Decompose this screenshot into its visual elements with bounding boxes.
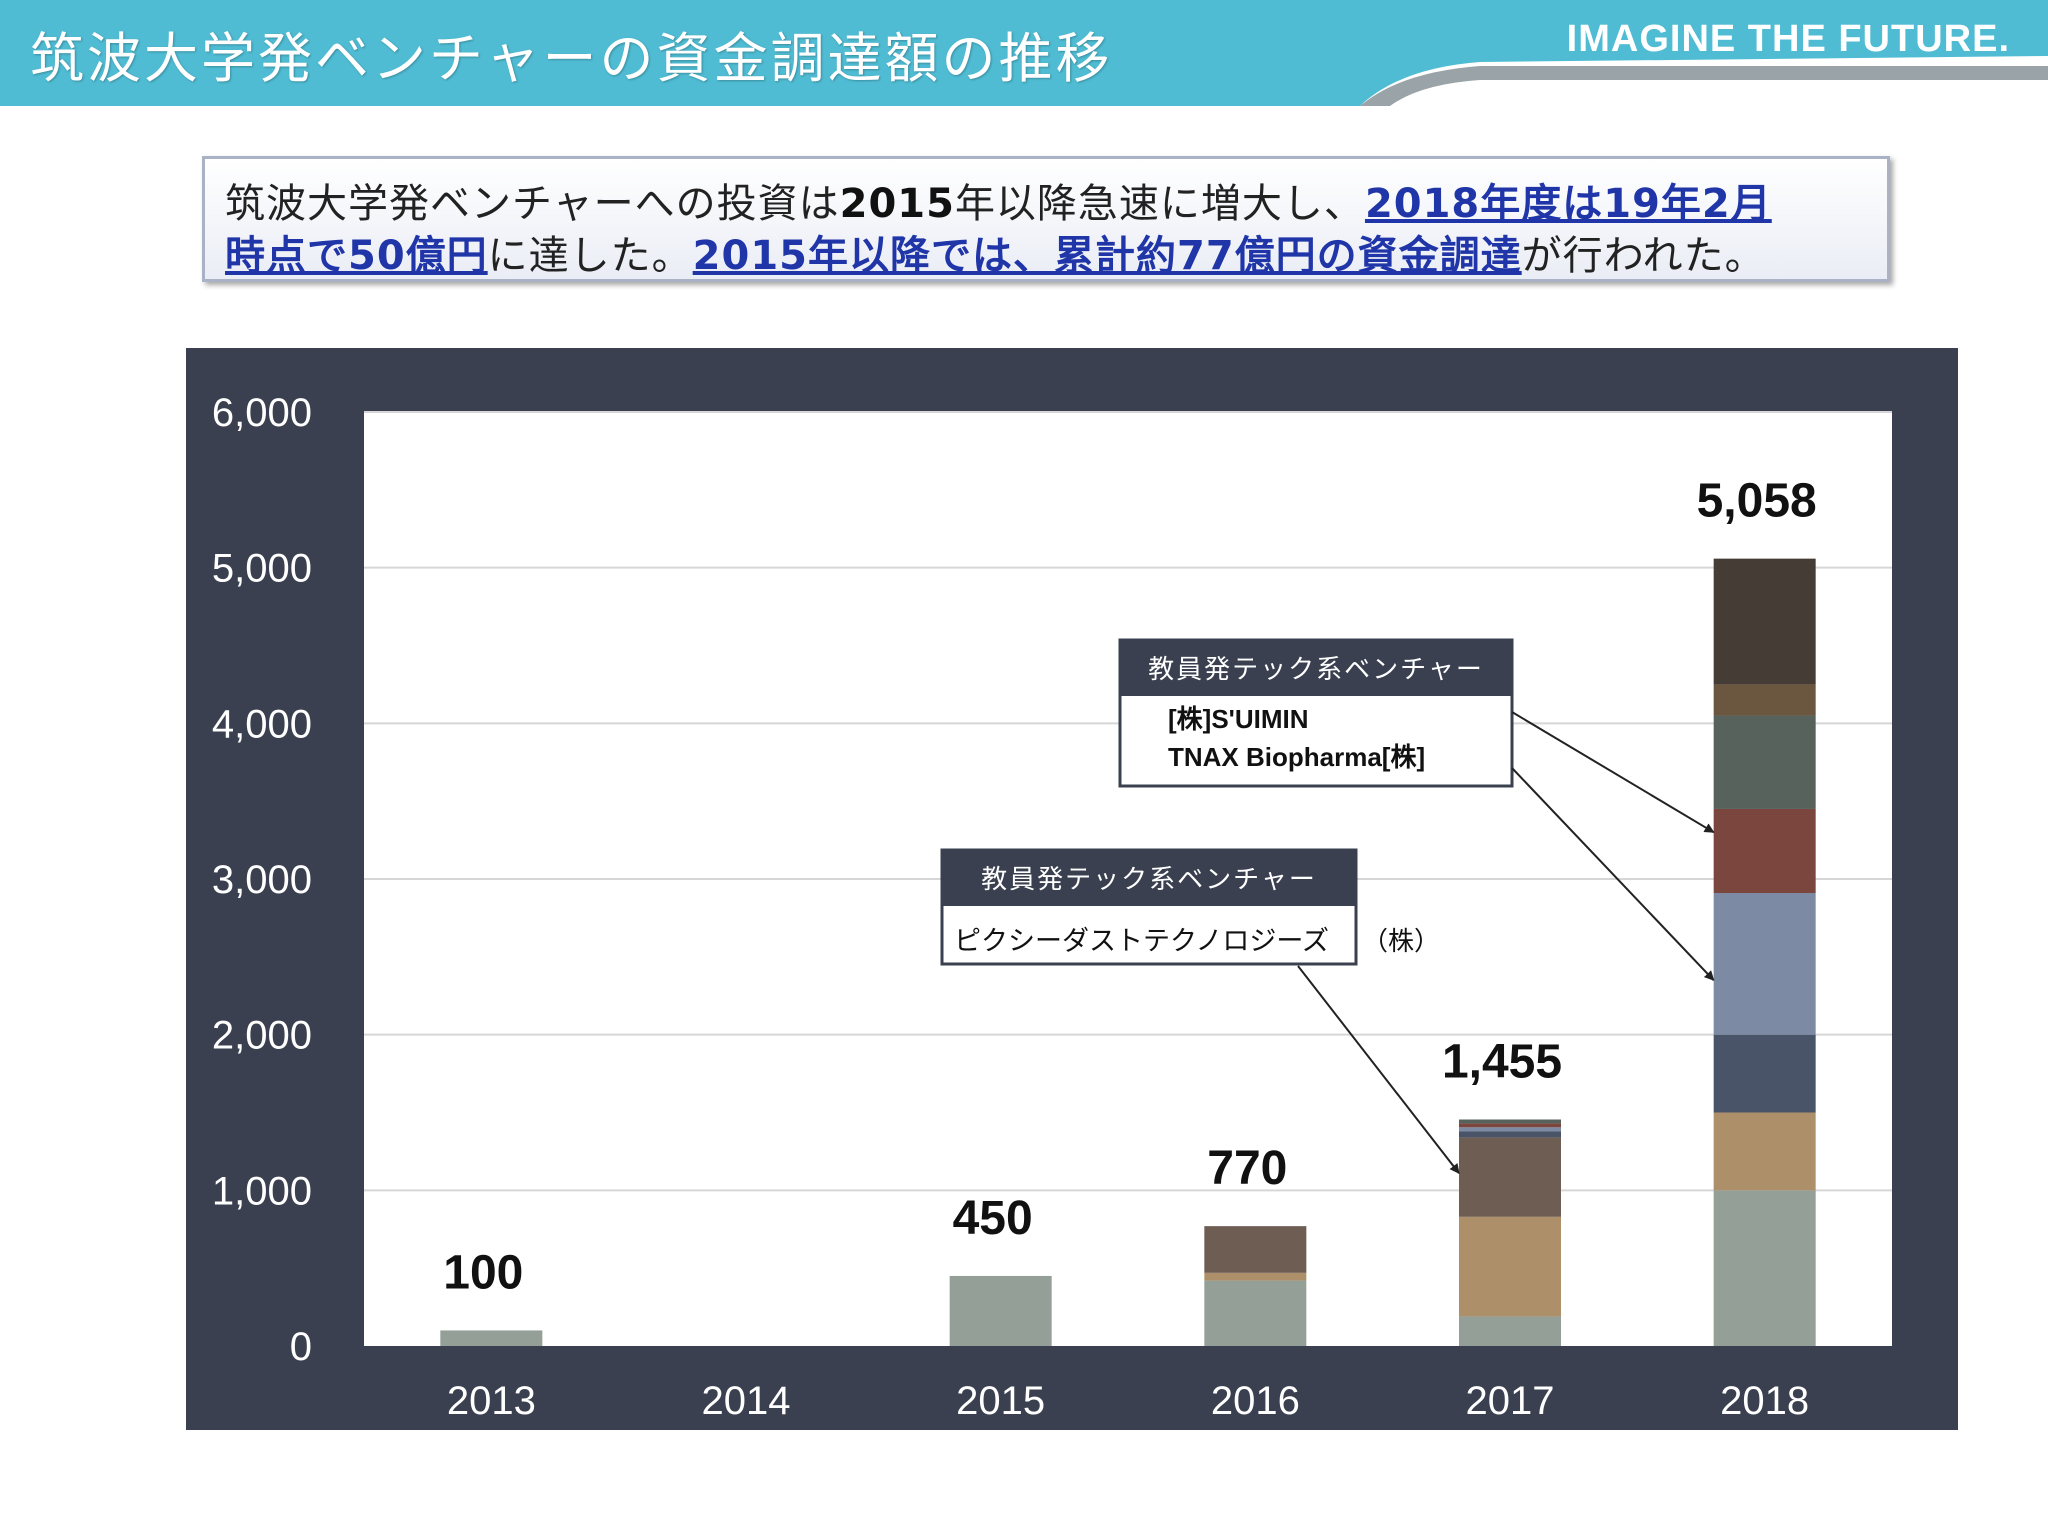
callout-arrow <box>1511 767 1715 981</box>
bar-segment <box>1459 1131 1561 1138</box>
y-tick-label: 5,000 <box>212 547 312 591</box>
bar-segment <box>1204 1226 1307 1273</box>
callout-arrow <box>1511 711 1715 834</box>
bar-segment <box>1459 1119 1561 1124</box>
x-tick-label: 2018 <box>1720 1379 1809 1423</box>
callout-arrow <box>1297 965 1460 1174</box>
summary-text: に達した。 <box>487 233 693 279</box>
x-tick-label: 2016 <box>1211 1379 1300 1423</box>
y-tick-label: 4,000 <box>212 702 312 746</box>
bar-segment <box>1459 1127 1561 1132</box>
bar-segment <box>440 1330 543 1346</box>
callout-suffix: （株） <box>1362 927 1440 957</box>
summary-highlight: 時点で50億円 <box>225 233 488 279</box>
callout-header: 教員発テック系ベンチャー <box>1148 655 1484 685</box>
y-tick-label: 1,000 <box>212 1169 312 1213</box>
callout-company-name: [株]S'UIMIN <box>1168 704 1309 734</box>
bar-segment <box>1713 1034 1816 1113</box>
summary-line-1: 筑波大学発ベンチャーへの投資は2015年以降急速に増大し、2018年度は19年2… <box>225 171 1772 229</box>
bar-segment <box>1204 1280 1307 1346</box>
bar-segment <box>1713 684 1816 716</box>
total-label: 770 <box>1207 1142 1287 1195</box>
x-tick-label: 2017 <box>1466 1379 1555 1423</box>
y-tick-label: 3,000 <box>212 858 312 902</box>
callout-header-bg <box>1120 640 1512 696</box>
bar-segment <box>1713 808 1816 894</box>
tagline: IMAGINE THE FUTURE. <box>1566 18 2010 60</box>
summary-line-2: 時点で50億円に達した。2015年以降では、累計約77億円の資金調達が行われた。 <box>225 223 1766 281</box>
bar-segment <box>1459 1216 1561 1317</box>
bar-segment <box>1459 1123 1561 1128</box>
y-tick-label: 0 <box>290 1325 312 1369</box>
total-label: 100 <box>443 1246 523 1299</box>
summary-bold-year: 2015 <box>839 181 955 227</box>
page-title: 筑波大学発ベンチャーの資金調達額の推移 <box>30 27 1113 90</box>
summary-highlight: 2015年以降では、累計約77億円の資金調達 <box>692 233 1522 279</box>
bar-segment <box>1713 1190 1816 1346</box>
callout-header-bg <box>942 850 1356 906</box>
callout-company-name: ピクシーダストテクノロジーズ <box>954 926 1329 957</box>
bar-segment <box>1713 893 1816 1035</box>
y-tick-label: 6,000 <box>212 391 312 435</box>
bar-segment <box>949 1275 1052 1346</box>
stacked-bar-chart: 01,0002,0003,0004,0005,0006,000資金調達額（百万円… <box>212 391 1892 1423</box>
x-tick-label: 2014 <box>702 1379 791 1423</box>
x-tick-label: 2013 <box>447 1379 536 1423</box>
annotation-callout: 教員発テック系ベンチャー [株]S'UIMIN TNAX Biopharma[株] <box>1118 638 1715 981</box>
total-label: 5,058 <box>1697 475 1817 528</box>
summary-text: 年以降急速に増大し、 <box>954 181 1365 227</box>
summary-text: 筑波大学発ベンチャーへの投資は <box>225 181 840 227</box>
callout-header: 教員発テック系ベンチャー <box>981 865 1317 895</box>
bar-segment <box>1713 558 1816 685</box>
y-tick-label: 2,000 <box>212 1014 312 1058</box>
summary-highlight: 2018年度は19年2月 <box>1364 181 1772 227</box>
summary-text: が行われた。 <box>1521 233 1766 279</box>
header-band <box>0 0 2048 106</box>
callout-company-name: TNAX Biopharma[株] <box>1168 742 1425 772</box>
chart-panel: 01,0002,0003,0004,0005,0006,000資金調達額（百万円… <box>186 348 1958 1430</box>
bar-segment <box>1459 1137 1561 1217</box>
bar-segment <box>1459 1316 1561 1346</box>
total-label: 1,455 <box>1442 1036 1562 1089</box>
bar-segment <box>1713 1112 1816 1191</box>
total-label: 450 <box>953 1192 1033 1245</box>
bar-segment <box>1713 715 1816 809</box>
summary-box: 筑波大学発ベンチャーへの投資は2015年以降急速に増大し、2018年度は19年2… <box>202 156 1890 282</box>
bar-segment <box>1204 1272 1307 1281</box>
x-tick-label: 2015 <box>956 1379 1045 1423</box>
